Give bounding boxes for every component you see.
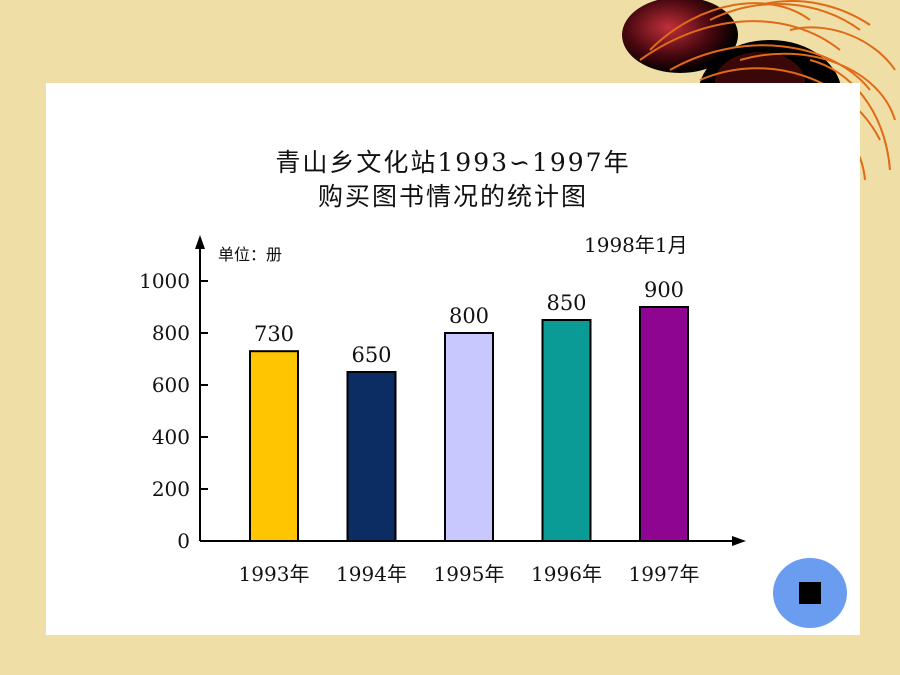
chart-panel: 青山乡文化站1993∽1997年 购买图书情况的统计图 单位：册 1998年1月… [46,83,860,635]
y-axis-arrow [195,235,205,249]
x-tick-label: 1994年 [336,562,407,586]
chart-title-line2: 购买图书情况的统计图 [317,182,588,211]
chart-title-line1: 青山乡文化站1993∽1997年 [275,148,631,177]
bar [444,332,494,542]
x-axis-arrow [732,536,746,546]
data-label: 900 [644,278,684,302]
data-label: 850 [546,291,586,315]
y-tick-label: 1000 [139,269,190,293]
y-tick-label: 600 [152,373,190,397]
y-tick-label: 400 [152,425,190,449]
y-tick-label: 800 [152,321,190,345]
y-tick-label: 0 [177,529,190,553]
x-tick-label: 1993年 [239,562,310,586]
date-note: 1998年1月 [584,233,688,257]
bar [346,371,397,542]
x-tick-label: 1995年 [434,562,505,586]
y-tick-label: 200 [152,477,190,501]
data-label: 730 [254,322,294,346]
stop-icon [799,582,821,604]
bar-chart: 0 200 400 600 800 1000 730 1993年 650 1994年 800 1995… [139,235,746,586]
data-label: 650 [351,343,391,367]
x-tick-label: 1996年 [531,562,602,586]
bar [249,350,299,543]
bar [541,319,592,542]
bar [639,306,689,542]
x-tick-label: 1997年 [629,562,700,586]
data-label: 800 [449,304,489,328]
unit-label: 单位：册 [218,245,283,264]
stop-button[interactable] [773,558,847,628]
